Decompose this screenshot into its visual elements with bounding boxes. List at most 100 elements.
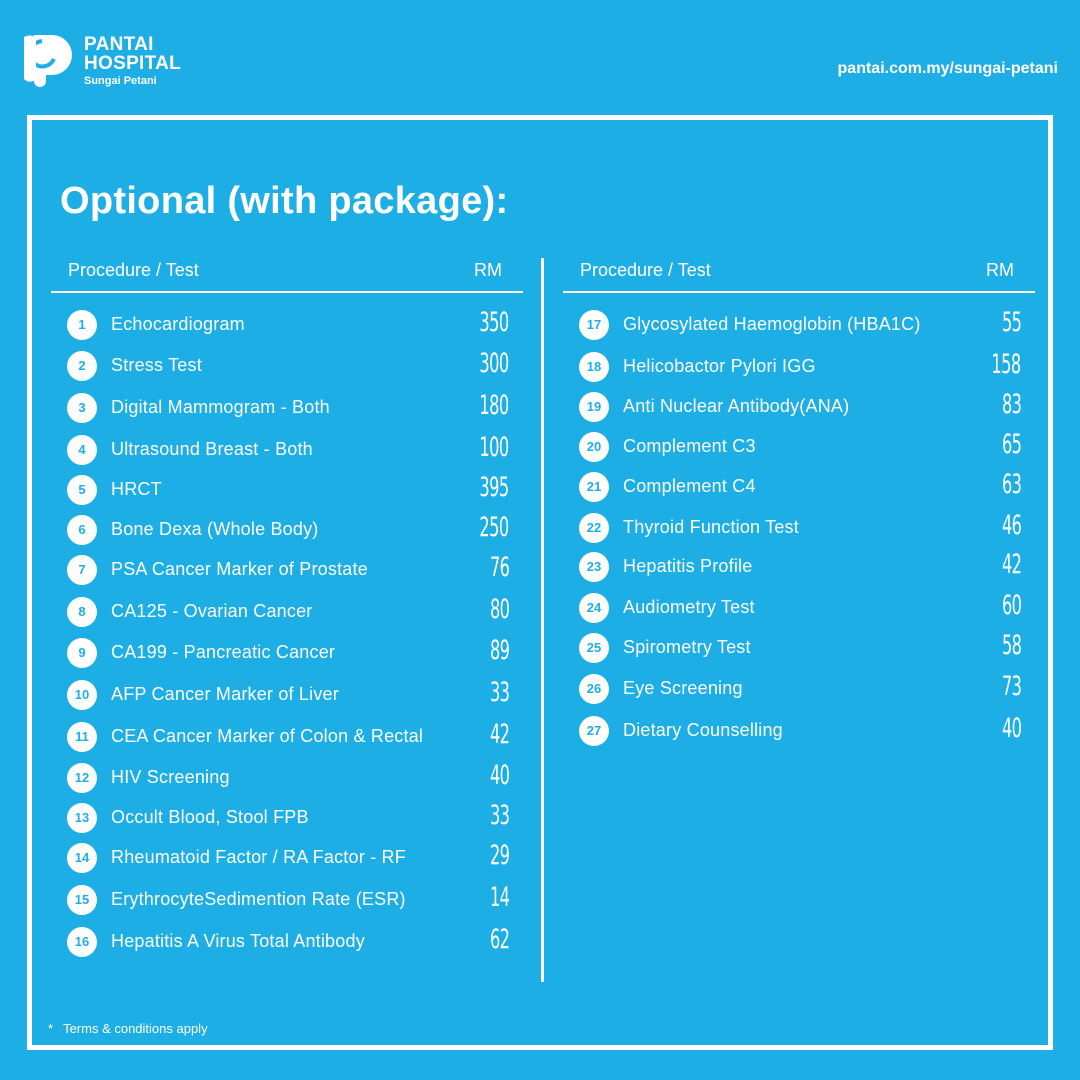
brand-location: Sungai Petani [84,75,157,87]
price-table-right: Procedure / Test RM 17 Glycosylated Haemo… [563,258,1035,746]
procedure-price: 100 [479,432,510,463]
table-row: 26 Eye Screening 73 [563,669,1035,709]
pantai-logo-icon [24,35,72,87]
table-header: Procedure / Test RM [563,258,1035,293]
row-number-badge: 22 [579,513,609,543]
row-number-badge: 2 [67,351,97,381]
procedure-name: Anti Nuclear Antibody(ANA) [623,396,850,416]
row-number-badge: 6 [67,515,97,545]
row-number-badge: 19 [579,392,609,422]
procedure-price: 63 [1001,469,1022,500]
row-number-badge: 5 [67,475,97,505]
row-number-badge: 25 [579,633,609,663]
procedure-name: HIV Screening [111,767,230,787]
procedure-name: CEA Cancer Marker of Colon & Rectal [111,726,424,746]
row-number-badge: 16 [67,927,97,957]
table-row: 25 Spirometry Test 58 [563,628,1035,668]
procedure-name: Audiometry Test [623,597,755,617]
row-number-badge: 27 [579,716,609,746]
procedure-name: PSA Cancer Marker of Prostate [111,559,368,579]
procedure-price: 14 [489,882,510,913]
table-row: 2 Stress Test 300 [51,346,523,386]
table-header: Procedure / Test RM [51,258,523,293]
row-number-badge: 10 [67,680,97,710]
procedure-name: Rheumatoid Factor / RA Factor - RF [111,847,406,867]
row-number-badge: 20 [579,432,609,462]
table-row: 16 Hepatitis A Virus Total Antibody 62 [51,922,523,962]
table-row: 27 Dietary Counselling 40 [563,711,1035,751]
row-number-badge: 12 [67,763,97,793]
table-row: 24 Audiometry Test 60 [563,588,1035,628]
table-row: 17 Glycosylated Haemoglobin (HBA1C) 55 [563,305,1035,345]
procedure-price: 46 [1001,510,1022,541]
procedure-name: Eye Screening [623,678,743,698]
header-rm: RM [474,260,502,280]
procedure-price: 42 [1001,549,1022,580]
row-number-badge: 8 [67,597,97,627]
table-row: 1 Echocardiogram 350 [51,305,523,345]
header-procedure: Procedure / Test [580,260,711,280]
procedure-name: CA125 - Ovarian Cancer [111,601,313,621]
procedure-name: Thyroid Function Test [623,517,799,537]
procedure-price: 55 [1001,307,1022,338]
brand-line-1: PANTAI [84,34,154,55]
procedure-name: Spirometry Test [623,637,751,657]
row-number-badge: 11 [67,722,97,752]
table-row: 4 Ultrasound Breast - Both 100 [51,430,523,470]
procedure-name: Echocardiogram [111,314,245,334]
procedure-price: 80 [489,594,510,625]
procedure-price: 33 [489,800,510,831]
procedure-price: 65 [1001,429,1022,460]
procedure-price: 250 [479,512,510,543]
procedure-price: 180 [479,390,510,421]
row-number-badge: 24 [579,593,609,623]
header-rm: RM [986,260,1014,280]
page-title: Optional (with package): [60,180,509,222]
procedure-price: 76 [489,552,510,583]
brand-logo: PANTAI HOSPITAL Sungai Petani [24,33,214,87]
website-link[interactable]: pantai.com.my/sungai-petani [837,60,1058,77]
row-number-badge: 21 [579,472,609,502]
procedure-price: 395 [479,472,510,503]
footnote-asterisk: * [48,1021,54,1036]
table-row: 23 Hepatitis Profile 42 [563,547,1035,587]
row-number-badge: 18 [579,352,609,382]
table-row: 10 AFP Cancer Marker of Liver 33 [51,675,523,715]
brand-line-2: HOSPITAL [84,53,182,74]
row-number-badge: 4 [67,435,97,465]
table-row: 9 CA199 - Pancreatic Cancer 89 [51,633,523,673]
footnote-text: Terms & conditions apply [63,1021,208,1036]
procedure-price: 40 [1001,713,1022,744]
table-row: 5 HRCT 395 [51,470,523,510]
procedure-name: Bone Dexa (Whole Body) [111,519,319,539]
table-row: 12 HIV Screening 40 [51,758,523,798]
procedure-price: 300 [479,348,510,379]
table-row: 3 Digital Mammogram - Both 180 [51,388,523,428]
procedure-name: Glycosylated Haemoglobin (HBA1C) [623,314,921,334]
row-number-badge: 23 [579,552,609,582]
table-row: 7 PSA Cancer Marker of Prostate 76 [51,550,523,590]
column-divider [541,258,544,982]
procedure-name: CA199 - Pancreatic Cancer [111,642,336,662]
table-row: 20 Complement C3 65 [563,427,1035,467]
procedure-price: 60 [1001,590,1022,621]
content-frame [27,115,1053,1050]
row-number-badge: 7 [67,555,97,585]
procedure-price: 350 [479,307,510,338]
table-row: 15 ErythrocyteSedimention Rate (ESR) 14 [51,880,523,920]
procedure-name: AFP Cancer Marker of Liver [111,684,339,704]
row-number-badge: 26 [579,674,609,704]
procedure-name: Hepatitis A Virus Total Antibody [111,931,365,951]
row-number-badge: 14 [67,843,97,873]
header-procedure: Procedure / Test [68,260,199,280]
procedure-price: 89 [489,635,510,666]
table-row: 13 Occult Blood, Stool FPB 33 [51,798,523,838]
row-number-badge: 3 [67,393,97,423]
procedure-name: Complement C4 [623,476,756,496]
procedure-price: 33 [489,677,510,708]
table-row: 18 Helicobactor Pylori IGG 158 [563,347,1035,387]
procedure-price: 83 [1001,389,1022,420]
procedure-price: 40 [489,760,510,791]
procedure-name: Stress Test [111,355,202,375]
procedure-price: 42 [489,719,510,750]
